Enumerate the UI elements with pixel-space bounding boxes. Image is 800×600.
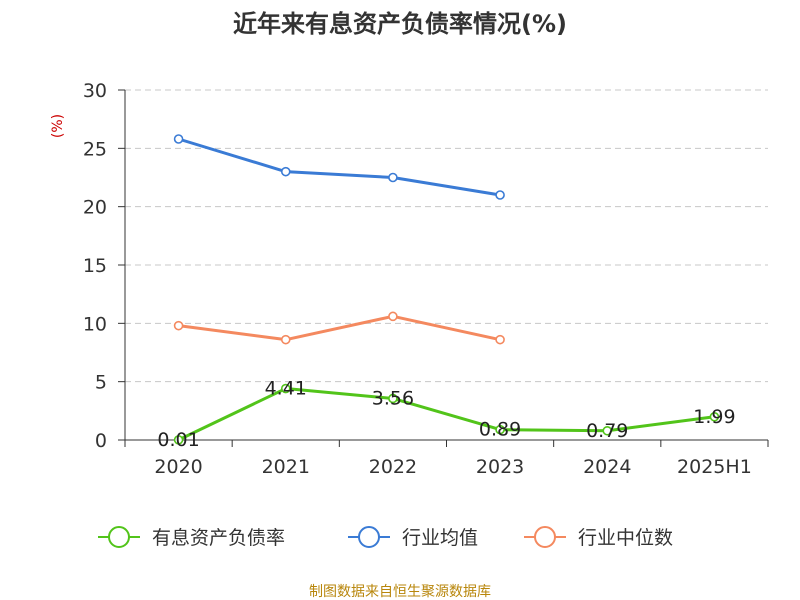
data-point — [709, 411, 720, 422]
x-tick-label: 2021 — [262, 456, 310, 478]
legend: 有息资产负债率 行业均值 行业中位数 — [98, 526, 673, 549]
y-tick-label: 10 — [83, 313, 107, 335]
data-point — [388, 311, 398, 322]
data-point — [495, 190, 505, 200]
data-point — [602, 425, 613, 436]
legend-marker-icon — [358, 526, 380, 548]
x-tick-label: 2020 — [154, 456, 202, 478]
grid — [125, 89, 768, 383]
data-label: 0.01 — [157, 429, 199, 451]
chart-title: 近年来有息资产负债率情况(%) — [233, 10, 567, 38]
y-tick-label: 30 — [83, 80, 107, 102]
data-point — [280, 334, 291, 345]
legend-item: 行业中位数 — [524, 526, 673, 549]
series-layer — [173, 134, 720, 445]
data-label: 1.99 — [693, 406, 735, 428]
series-line — [177, 387, 715, 442]
legend-label: 行业中位数 — [578, 527, 673, 549]
data-point — [388, 172, 398, 183]
legend-item: 行业均值 — [348, 526, 478, 549]
data-point — [173, 134, 184, 144]
legend-marker-icon — [108, 526, 130, 548]
series-line — [178, 137, 501, 197]
data-point — [495, 334, 505, 345]
source-note: 制图数据来自恒生聚源数据库 — [309, 584, 491, 600]
data-label: 0.79 — [586, 420, 628, 442]
y-tick-label: 0 — [95, 430, 107, 452]
axes: 0 5 10 15 20 25 30 2020 2021 2022 2023 2024 2025H1 — [83, 80, 769, 478]
legend-label: 有息资产负债率 — [152, 527, 285, 549]
data-point — [388, 393, 398, 404]
y-tick-label: 20 — [83, 197, 107, 219]
data-point — [280, 166, 291, 177]
data-point — [173, 435, 184, 445]
y-axis-unit: (%) — [50, 114, 66, 138]
data-labels: 0.01 4.41 3.56 0.89 0.79 1.99 — [157, 378, 735, 451]
x-tick-label: 2025H1 — [677, 456, 752, 478]
x-tick-label: 2023 — [476, 456, 524, 478]
legend-marker-icon — [534, 526, 556, 548]
series-line — [178, 314, 501, 342]
data-point — [495, 424, 505, 435]
data-label: 0.89 — [479, 419, 521, 441]
data-point — [173, 320, 184, 331]
data-label: 4.41 — [265, 378, 307, 400]
y-tick-label: 5 — [95, 372, 107, 394]
legend-label: 行业均值 — [402, 527, 478, 549]
data-point — [280, 383, 291, 394]
y-tick-label: 15 — [83, 255, 107, 277]
y-tick-label: 25 — [83, 138, 107, 160]
data-label: 3.56 — [372, 387, 414, 409]
x-tick-label: 2024 — [583, 456, 631, 478]
legend-item: 有息资产负债率 — [98, 526, 285, 549]
x-tick-label: 2022 — [369, 456, 417, 478]
